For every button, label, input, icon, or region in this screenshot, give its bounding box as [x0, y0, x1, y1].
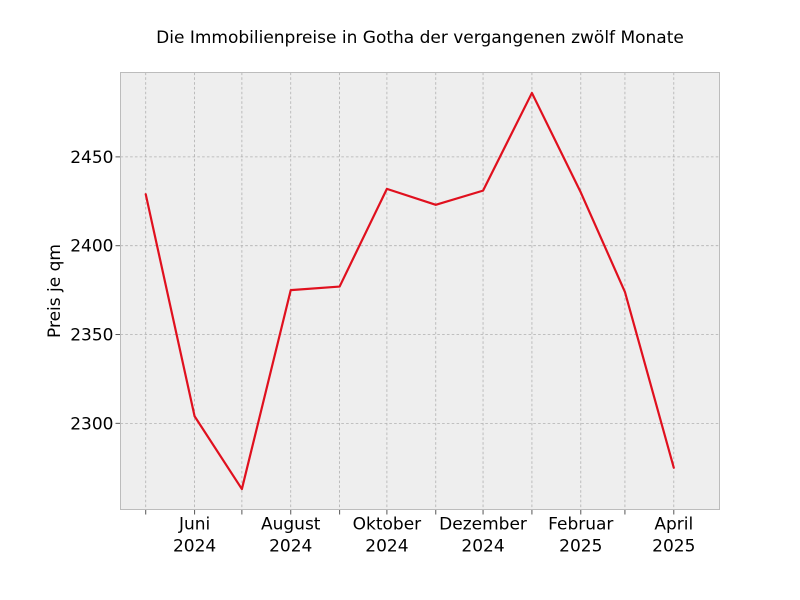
grid — [120, 72, 720, 510]
y-tick-label: 2450 — [70, 148, 113, 168]
y-tick-label: 2300 — [70, 414, 113, 434]
chart-title: Die Immobilienpreise in Gotha der vergan… — [156, 28, 684, 48]
x-axis-labels: Juni 2024 August 2024 Oktober 2024 Dezember 202… — [173, 515, 695, 557]
x-tick-label: Oktober 2024 — [353, 515, 422, 557]
x-tick-label: Februar 2025 — [548, 515, 613, 557]
plot-area — [120, 72, 720, 510]
y-axis-label: Preis je qm — [45, 244, 65, 338]
y-tick-label: 2400 — [70, 237, 113, 257]
x-tick-label: Dezember 2024 — [439, 515, 527, 557]
series-line — [144, 91, 675, 491]
plot-frame — [120, 72, 720, 510]
x-tick-label: April 2025 — [652, 515, 695, 557]
y-tick-label: 2350 — [70, 326, 113, 346]
x-tick-label: Juni 2024 — [173, 515, 216, 557]
y-axis-labels: 2300 2350 2400 2450 — [70, 148, 113, 434]
series-layer — [144, 91, 675, 491]
x-tick-label: August 2024 — [261, 515, 321, 557]
axis-ticks — [115, 156, 675, 515]
